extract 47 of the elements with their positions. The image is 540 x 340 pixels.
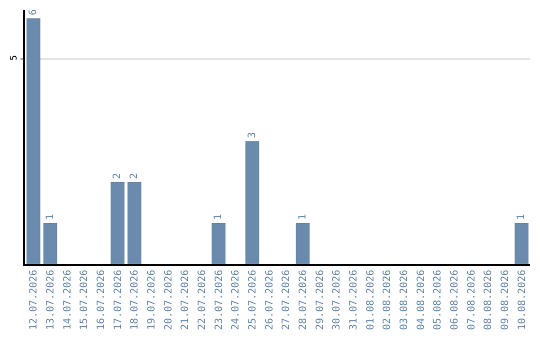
bar [296, 223, 310, 264]
x-tick-label: 15.07.2026 [79, 270, 90, 330]
x-tick-label: 19.07.2026 [146, 270, 158, 330]
data-label: 2 [112, 173, 124, 180]
x-tick-label: 22.07.2026 [197, 270, 208, 330]
x-tick-label: 29.07.2026 [314, 270, 326, 330]
x-tick-label: 25.07.2026 [248, 270, 258, 330]
x-tick-label: 02.08.2026 [382, 270, 394, 330]
x-tick-label: 30.07.2026 [332, 270, 343, 330]
bar [514, 223, 528, 264]
x-tick-label: 27.07.2026 [281, 270, 292, 330]
x-tick-label: 16.07.2026 [96, 270, 107, 330]
x-tick-label: 12.07.2026 [28, 270, 40, 330]
bar [110, 182, 124, 264]
x-tick-label: 18.07.2026 [130, 270, 141, 330]
bar [26, 18, 40, 264]
data-label: 6 [28, 9, 39, 16]
x-tick-label: 24.07.2026 [230, 270, 242, 330]
data-label: 1 [213, 214, 224, 220]
x-tick-label: 09.08.2026 [500, 270, 511, 330]
data-label: 2 [128, 173, 140, 180]
data-label: 1 [297, 214, 308, 220]
bar [128, 182, 142, 264]
x-tick-label: 21.07.2026 [180, 270, 192, 330]
data-label: 3 [246, 132, 258, 138]
y-tick-label: 5 [10, 55, 20, 61]
x-tick-label: 14.07.2026 [62, 270, 74, 330]
x-tick-label: 13.07.2026 [46, 270, 56, 330]
x-tick-label: 06.08.2026 [450, 270, 460, 330]
data-label: 1 [516, 214, 528, 220]
x-tick-label: 31.07.2026 [348, 270, 360, 330]
x-tick-label: 03.08.2026 [399, 270, 410, 330]
x-tick-label: 26.07.2026 [264, 270, 276, 330]
bar [212, 223, 226, 264]
x-tick-label: 17.07.2026 [112, 270, 124, 330]
x-tick-label: 05.08.2026 [432, 270, 444, 330]
x-tick-label: 01.08.2026 [365, 270, 376, 330]
bar [43, 223, 58, 264]
data-label: 1 [44, 214, 56, 220]
x-tick-label: 07.08.2026 [466, 270, 478, 330]
bar [245, 141, 260, 264]
x-tick-label: 28.07.2026 [298, 270, 309, 330]
x-tick-label: 08.08.2026 [483, 270, 494, 330]
x-tick-label: 20.07.2026 [163, 270, 174, 330]
x-tick-label: 04.08.2026 [416, 270, 427, 330]
x-tick-label: 10.08.2026 [516, 270, 528, 330]
x-tick-label: 23.07.2026 [214, 270, 225, 330]
